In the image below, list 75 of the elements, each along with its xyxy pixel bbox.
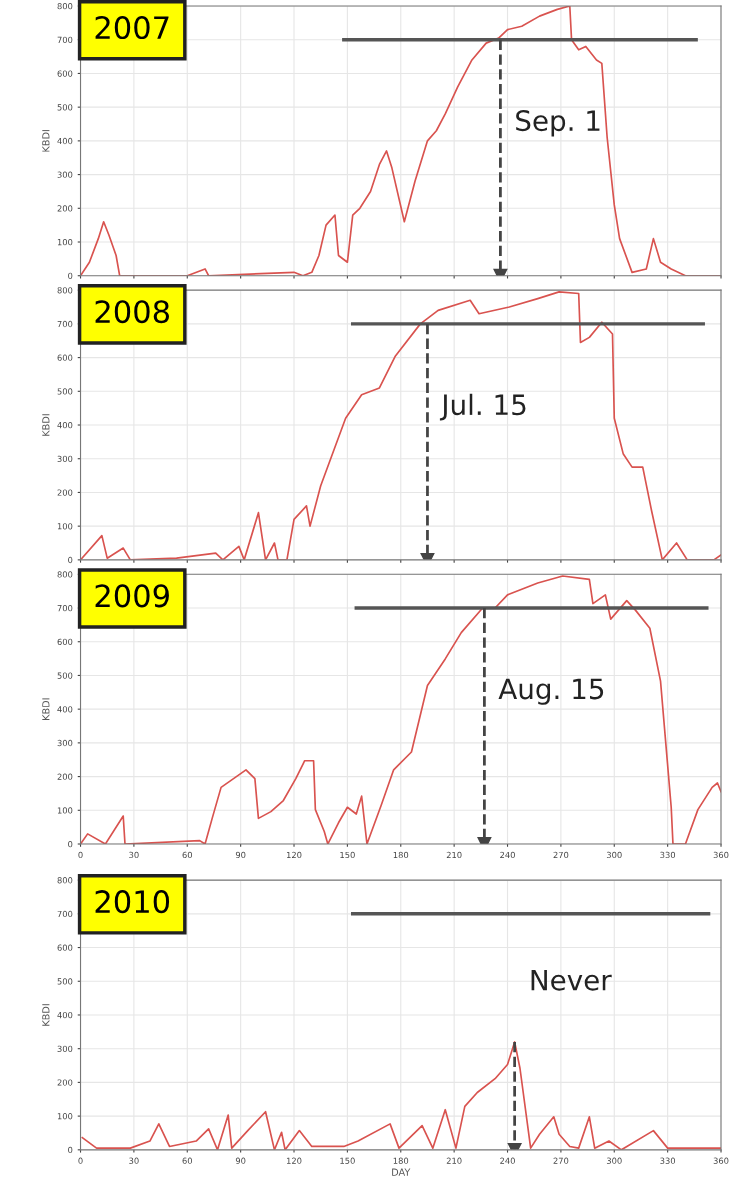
x-tick-label: 270 [553,851,569,859]
y-tick-label: 100 [57,807,73,814]
y-tick-label: 800 [57,3,73,10]
y-tick-label: 700 [57,910,73,918]
y-tick-label: 0 [68,840,73,848]
chart-title: 2010 [95,890,170,914]
y-tick-label: 100 [57,1113,73,1120]
y-tick-label: 200 [57,773,73,780]
y-tick-label: 700 [57,320,73,328]
y-tick-label: 400 [57,706,73,713]
y-tick-label: 0 [68,556,73,564]
x-tick-label: 0 [78,851,83,859]
y-tick-label: 200 [57,489,73,496]
x-tick-label: 60 [182,1157,193,1164]
x-tick-label: 60 [182,851,193,859]
annotation: Sep. 1 [516,110,600,137]
chart-title: 2007 [95,16,169,40]
x-tick-label: 180 [393,1157,409,1164]
x-tick-label: 300 [606,1157,622,1164]
annotation: Never [531,970,612,991]
x-tick-label: 120 [286,1157,302,1164]
y-axis-title: KBDI [42,698,50,720]
y-tick-label: 100 [57,523,73,530]
y-tick-label: 600 [57,638,73,646]
y-tick-label: 500 [57,104,73,111]
x-tick-label: 30 [129,1157,139,1164]
y-tick-label: 300 [57,455,73,463]
y-tick-label: 800 [57,287,73,294]
x-tick-label: 0 [78,1157,83,1164]
annotation: Aug. 15 [498,678,604,705]
y-tick-label: 500 [57,388,73,395]
y-tick-label: 800 [57,877,73,884]
y-tick-label: 200 [57,1079,73,1086]
x-tick-label: 330 [660,1157,676,1164]
y-tick-label: 200 [57,205,73,212]
y-tick-label: 100 [57,238,73,246]
x-tick-label: 240 [500,1157,515,1164]
y-tick-label: 300 [57,1045,73,1052]
y-tick-label: 0 [68,1146,73,1154]
y-tick-label: 600 [57,70,73,77]
y-tick-label: 300 [57,171,73,178]
x-tick-label: 150 [340,851,355,859]
y-tick-label: 0 [68,272,73,279]
x-tick-label: 360 [713,851,729,859]
x-tick-label: 150 [340,1157,355,1164]
y-axis-title: KBDI [42,414,50,436]
x-tick-label: 360 [713,1157,729,1164]
chart-title: 2009 [95,584,169,608]
annotation: Jul. 15 [439,393,526,421]
x-tick-label: 90 [235,851,246,859]
x-tick-label: 210 [446,1157,462,1164]
x-tick-label: 300 [606,851,622,859]
y-tick-label: 600 [57,944,73,951]
x-tick-label: 180 [393,851,409,859]
x-tick-label: 240 [500,851,515,859]
x-tick-label: 30 [129,851,139,859]
y-tick-label: 300 [57,739,73,747]
y-tick-label: 800 [57,571,73,578]
y-tick-label: 400 [57,1011,73,1019]
x-tick-label: 270 [553,1157,569,1164]
y-tick-label: 400 [57,421,73,429]
chart-title: 2008 [95,300,169,324]
y-tick-label: 400 [57,137,73,145]
x-tick-label: 330 [660,851,676,859]
y-tick-label: 700 [57,605,73,612]
x-tick-label: 120 [286,851,302,859]
y-axis-title: KBDI [42,130,50,152]
x-tick-label: 210 [446,851,462,859]
y-tick-label: 500 [57,978,73,985]
x-axis-title: DAY [392,1168,411,1176]
x-tick-label: 90 [235,1157,246,1164]
y-axis-title: KBDI [42,1004,50,1026]
y-tick-label: 600 [57,354,73,361]
y-tick-label: 700 [57,36,73,44]
y-tick-label: 500 [57,672,73,679]
